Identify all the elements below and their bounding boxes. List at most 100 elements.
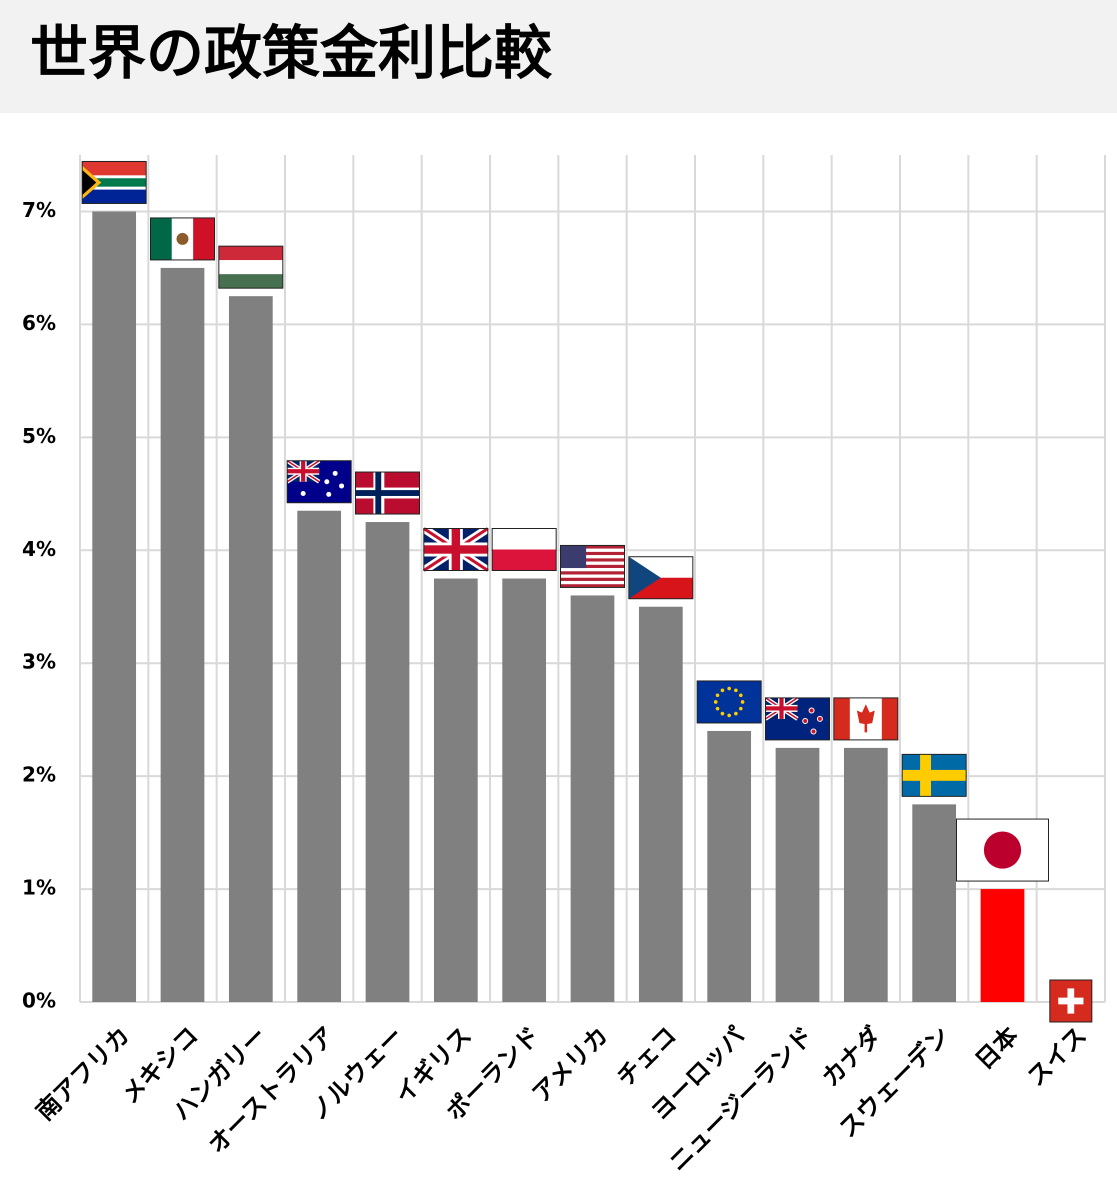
y-tick-label: 1% <box>22 876 56 900</box>
flag-part <box>713 700 718 704</box>
flag-border <box>81 160 147 204</box>
flag-border <box>628 556 694 600</box>
flag <box>833 697 899 741</box>
y-tick-label: 6% <box>22 311 56 335</box>
bar <box>92 211 137 1002</box>
bar <box>297 510 342 1002</box>
flag <box>1049 979 1093 1023</box>
x-tick-label: アメリカ <box>527 1021 614 1108</box>
flag <box>421 524 491 575</box>
y-tick-label: 0% <box>22 989 56 1013</box>
flag-part <box>802 718 809 725</box>
flag-part <box>727 713 731 718</box>
bar <box>707 730 752 1002</box>
flag-border <box>833 697 899 741</box>
flag-part <box>808 707 815 714</box>
bar <box>775 747 820 1002</box>
flag-canton <box>286 458 321 484</box>
flag-part <box>560 551 625 556</box>
flag <box>218 245 284 289</box>
flag-part <box>560 574 625 578</box>
flag-part <box>816 715 823 722</box>
flag-part <box>739 693 743 698</box>
flag-part <box>727 686 731 691</box>
flag-part <box>856 704 875 733</box>
flag-part <box>720 711 725 716</box>
y-tick-label: 4% <box>22 537 56 561</box>
flag-part <box>355 490 420 496</box>
flag-part <box>218 246 283 261</box>
flag-border <box>150 217 215 261</box>
flag-part <box>715 706 720 711</box>
flag-part <box>287 469 320 474</box>
bar <box>365 522 410 1002</box>
bar <box>433 578 478 1002</box>
flag <box>901 753 967 797</box>
flag-border <box>218 245 284 289</box>
flag-part <box>82 178 147 187</box>
flag-part <box>324 479 330 485</box>
flag-part <box>560 558 625 562</box>
flag <box>355 471 420 515</box>
flag <box>560 544 625 588</box>
flag-part <box>902 769 967 781</box>
flag-part <box>339 483 345 489</box>
flag-part <box>740 700 745 704</box>
flag <box>150 217 215 261</box>
bar <box>160 267 205 1002</box>
y-tick-label: 2% <box>22 763 56 787</box>
flag-part <box>715 693 720 698</box>
title-band <box>0 0 1117 113</box>
flag-border <box>901 753 967 797</box>
flag-part <box>560 584 625 588</box>
chart-title: 世界の政策金利比較 <box>30 19 553 87</box>
flag-part <box>300 491 306 496</box>
flag-part <box>326 491 332 497</box>
flag-part <box>628 556 661 599</box>
flag-part <box>492 549 557 571</box>
flag <box>628 556 694 600</box>
flag-part <box>739 706 743 711</box>
flag-part <box>1058 997 1084 1005</box>
flag-part <box>560 580 625 585</box>
flag <box>696 680 762 724</box>
bar <box>912 804 957 1002</box>
flag-part <box>560 548 625 552</box>
flag-part <box>560 555 625 559</box>
flag-part <box>492 528 557 550</box>
flag-border <box>423 528 489 571</box>
flag-part <box>560 564 625 569</box>
flag-part <box>218 260 283 275</box>
flag-border <box>286 460 352 504</box>
flag-border <box>1049 979 1093 1023</box>
flag-part <box>765 706 798 711</box>
flag-part <box>193 217 215 260</box>
flag-part <box>881 697 898 740</box>
flag-part <box>150 217 172 260</box>
flag <box>81 160 147 204</box>
flag-part <box>423 545 488 554</box>
flag-part <box>560 545 587 569</box>
y-tick-label: 7% <box>22 198 56 222</box>
flag-part <box>218 274 283 289</box>
bar <box>980 889 1025 1002</box>
flag-part <box>82 169 97 196</box>
flag-border <box>956 818 1049 882</box>
flag-border <box>355 471 420 515</box>
flag-border <box>696 680 762 724</box>
flag-part <box>983 831 1022 869</box>
flag-part <box>560 561 625 565</box>
flag-part <box>810 728 817 735</box>
x-tick-label: 南アフリカ <box>31 1021 136 1126</box>
flag <box>491 528 557 571</box>
y-tick-label: 5% <box>22 424 56 448</box>
flag-part <box>560 568 625 572</box>
bar <box>638 606 683 1002</box>
flag-border <box>765 697 830 741</box>
flag-part <box>332 470 338 476</box>
bar <box>843 747 888 1002</box>
flag-part <box>560 545 625 549</box>
flag-part <box>734 711 738 716</box>
bar <box>502 578 547 1002</box>
